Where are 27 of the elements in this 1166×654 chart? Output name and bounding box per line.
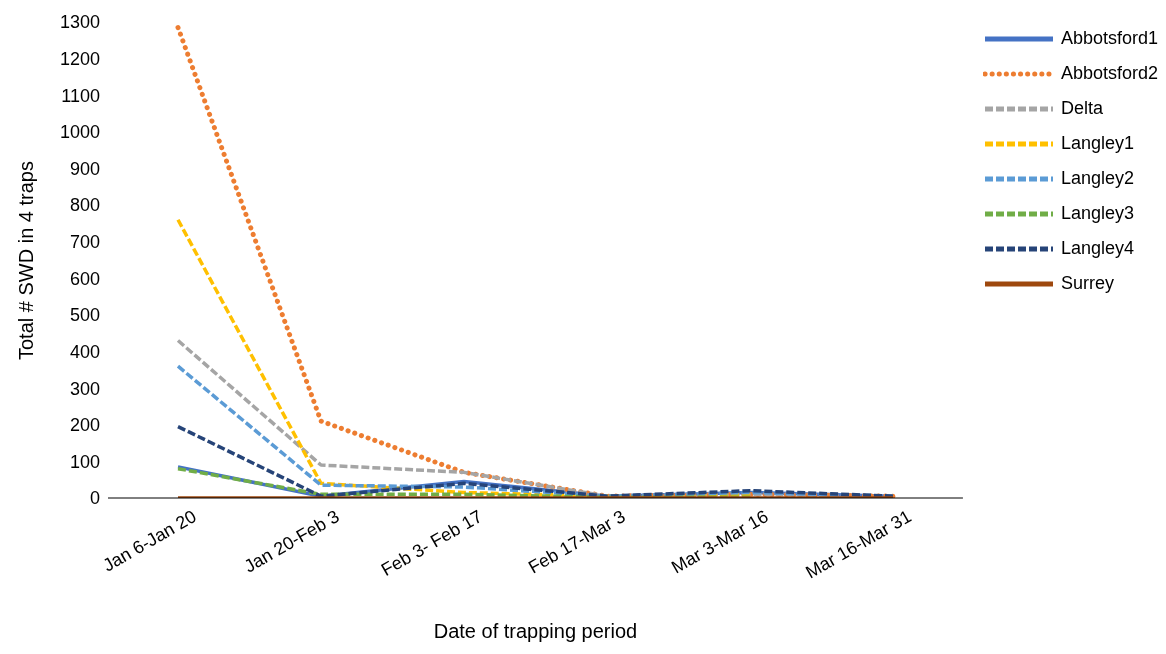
x-tick-label: Jan 6-Jan 20 [99,506,200,576]
y-tick-label: 300 [69,378,100,399]
y-tick-label: 600 [69,268,100,289]
legend-label: Delta [1060,98,1103,119]
legend-label: Langley2 [1060,168,1134,189]
y-tick-label: 0 [89,488,100,509]
y-tick-label: 1000 [59,122,100,143]
y-axis-title: Total # SWD in 4 traps [15,161,38,360]
legend-label: Abbotsford2 [1060,63,1158,84]
legend-label: Abbotsford1 [1060,28,1158,49]
legend-label: Langley4 [1060,238,1134,259]
legend-label: Langley1 [1060,133,1134,154]
y-tick-label: 500 [69,305,100,326]
y-tick-label: 700 [69,232,100,253]
y-tick-label: 900 [69,158,100,179]
y-tick-label: 200 [69,415,100,436]
y-tick-label: 800 [69,195,100,216]
y-tick-label: 100 [69,451,100,472]
x-axis-title: Date of trapping period [433,620,638,642]
line-series [176,424,895,498]
y-tick-label: 1300 [59,12,100,33]
x-tick-label: Feb 3- Feb 17 [377,506,486,581]
legend-label: Langley3 [1060,203,1134,224]
y-tick-label: 1100 [61,85,100,106]
legend-label: Surrey [1060,273,1114,294]
y-tick-label: 1200 [59,49,100,70]
y-tick-label: 400 [69,341,100,362]
